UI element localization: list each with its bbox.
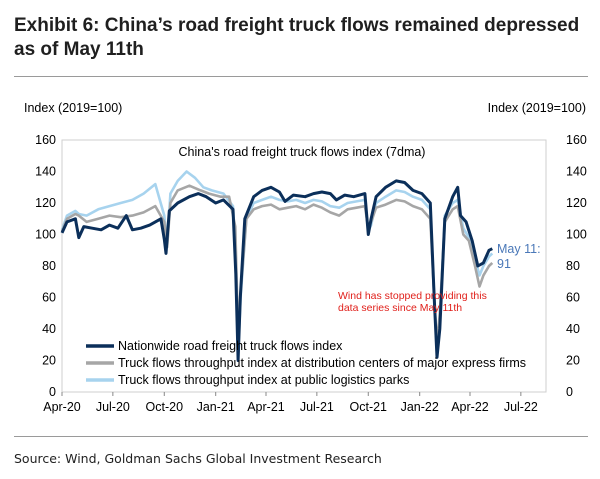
discontinued-note-text: Wind has stopped providing this data seri…	[338, 290, 487, 314]
legend: Nationwide road freight truck flows inde…	[86, 339, 526, 387]
last-value-label: May 11: 91	[497, 242, 541, 271]
legend-label-express: Truck flows throughput index at distribu…	[118, 356, 526, 370]
y-tick-right: 100	[566, 228, 587, 242]
x-tick-label: Apr-21	[247, 400, 285, 414]
y-tick-right: 140	[566, 165, 587, 179]
legend-label-nationwide: Nationwide road freight truck flows inde…	[118, 339, 343, 353]
last-value-annotation: May 11: 91	[497, 242, 541, 271]
x-tick-label: Oct-21	[350, 400, 388, 414]
right-axis-label: Index (2019=100)	[488, 101, 586, 115]
x-tick-label: Jan-21	[197, 400, 235, 414]
series-lines	[60, 170, 494, 362]
y-tick-left: 120	[35, 196, 56, 210]
x-tick-label: Apr-20	[43, 400, 81, 414]
y-tick-right: 0	[566, 385, 573, 399]
source-note: Source: Wind, Goldman Sachs Global Inves…	[14, 451, 382, 466]
legend-label-parks: Truck flows throughput index at public l…	[118, 373, 409, 387]
y-tick-left: 160	[35, 133, 56, 147]
x-tick-label: Jul-20	[96, 400, 130, 414]
y-tick-left: 40	[42, 322, 56, 336]
y-tick-right: 160	[566, 133, 587, 147]
y-tick-right: 40	[566, 322, 580, 336]
top-divider	[14, 76, 588, 77]
y-tick-left: 0	[49, 385, 56, 399]
x-tick-label: Apr-22	[451, 400, 489, 414]
y-tick-left: 20	[42, 354, 56, 368]
y-tick-left: 140	[35, 165, 56, 179]
y-tick-left: 80	[42, 259, 56, 273]
y-tick-right: 20	[566, 354, 580, 368]
exhibit-title: Exhibit 6: China’s road freight truck fl…	[14, 15, 580, 60]
discontinued-note: Wind has stopped providing this data seri…	[338, 290, 487, 314]
bottom-divider	[14, 436, 588, 437]
x-tick-label: Jan-22	[401, 400, 439, 414]
series-line-express	[60, 184, 494, 347]
series-line-nationwide	[60, 179, 493, 362]
x-tick-label: Jul-22	[504, 400, 538, 414]
x-tick-labels: Apr-20 Jul-20 Oct-20 Jan-21 Apr-21 Jul-21 Oct-…	[43, 392, 538, 414]
left-axis-label: Index (2019=100)	[24, 101, 122, 115]
y-tick-labels: 0 0 20 20 40 40 60 60 80 80 100 100 120 120 140 140 160 1…	[35, 133, 587, 399]
x-tick-label: Jul-21	[300, 400, 334, 414]
y-tick-right: 80	[566, 259, 580, 273]
y-tick-left: 60	[42, 291, 56, 305]
plot-frame	[61, 139, 547, 393]
y-tick-right: 60	[566, 291, 580, 305]
x-tick-label: Oct-20	[146, 400, 184, 414]
y-tick-left: 100	[35, 228, 56, 242]
chart-title: China's road freight truck flows index (…	[179, 145, 426, 159]
y-tick-right: 120	[566, 196, 587, 210]
